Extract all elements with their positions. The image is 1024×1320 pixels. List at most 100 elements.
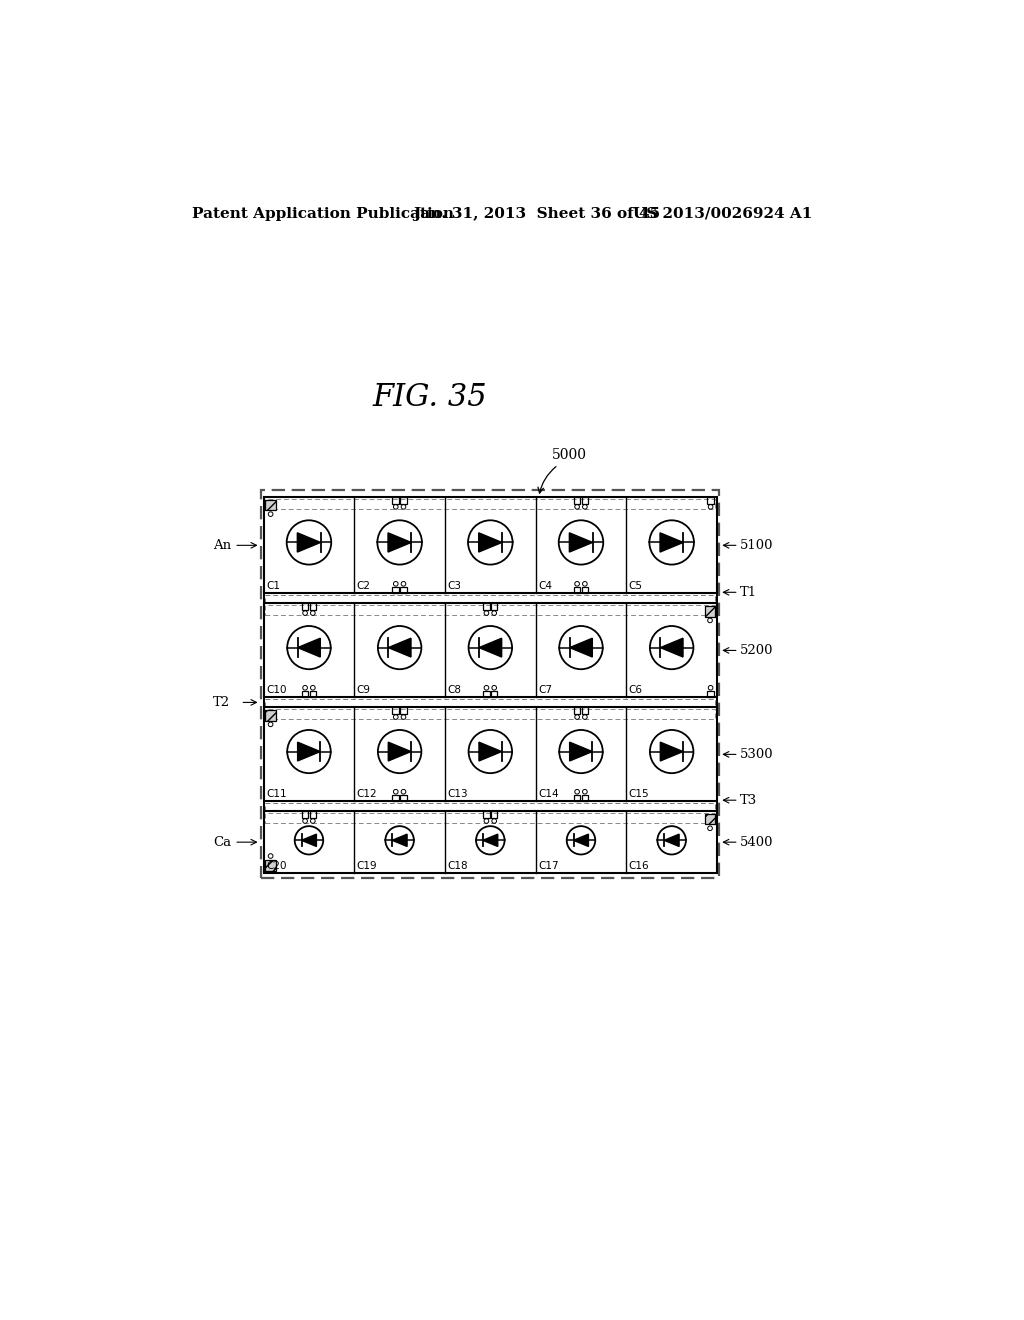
Bar <box>265 813 716 822</box>
Polygon shape <box>660 742 683 760</box>
Text: 5000: 5000 <box>552 447 587 462</box>
Bar <box>265 499 276 511</box>
Bar <box>261 490 719 878</box>
Bar <box>265 803 716 810</box>
Polygon shape <box>388 742 411 760</box>
Text: T3: T3 <box>740 793 758 807</box>
Text: C10: C10 <box>266 685 287 696</box>
Text: C14: C14 <box>538 789 559 799</box>
Bar <box>582 587 588 594</box>
Bar <box>302 690 308 697</box>
Bar <box>265 710 276 721</box>
Polygon shape <box>569 742 592 760</box>
Text: T2: T2 <box>213 696 230 709</box>
Bar <box>263 708 717 801</box>
Bar <box>263 697 717 708</box>
Text: C16: C16 <box>629 861 649 871</box>
Text: C15: C15 <box>629 789 649 799</box>
Bar <box>263 603 717 697</box>
Bar <box>265 499 716 508</box>
Text: T1: T1 <box>740 586 758 599</box>
Text: C9: C9 <box>356 685 371 696</box>
Bar <box>483 603 489 610</box>
Bar <box>582 708 588 714</box>
Text: C4: C4 <box>538 581 552 591</box>
Bar <box>302 812 308 818</box>
Bar <box>263 594 717 603</box>
Bar <box>490 690 498 697</box>
Text: C1: C1 <box>266 581 280 591</box>
Bar <box>265 859 276 871</box>
Polygon shape <box>388 533 412 552</box>
Text: C8: C8 <box>447 685 461 696</box>
Text: C17: C17 <box>538 861 559 871</box>
Bar <box>309 690 316 697</box>
Bar <box>392 708 399 714</box>
Text: C13: C13 <box>447 789 468 799</box>
Bar <box>265 605 716 615</box>
Polygon shape <box>479 742 502 760</box>
Bar <box>263 801 717 812</box>
Bar <box>573 587 581 594</box>
Text: Ca: Ca <box>213 836 231 849</box>
Bar <box>265 700 716 706</box>
Bar <box>263 498 717 594</box>
Bar <box>573 795 581 801</box>
Polygon shape <box>660 638 683 657</box>
Bar <box>400 708 407 714</box>
Bar <box>400 795 407 801</box>
Bar <box>483 812 489 818</box>
Bar <box>265 709 716 719</box>
Polygon shape <box>665 834 679 846</box>
Bar <box>490 603 498 610</box>
Bar <box>582 498 588 504</box>
Bar <box>582 795 588 801</box>
Bar <box>309 603 316 610</box>
Polygon shape <box>478 533 502 552</box>
Polygon shape <box>388 638 411 657</box>
Text: 5300: 5300 <box>740 748 774 760</box>
Bar <box>573 708 581 714</box>
Text: 5400: 5400 <box>740 836 774 849</box>
Bar <box>302 603 308 610</box>
Polygon shape <box>569 533 593 552</box>
Bar <box>708 498 714 504</box>
Text: FIG. 35: FIG. 35 <box>373 381 487 413</box>
Text: C5: C5 <box>629 581 643 591</box>
Polygon shape <box>301 834 316 846</box>
Polygon shape <box>479 638 502 657</box>
Bar <box>400 498 407 504</box>
Bar <box>483 690 489 697</box>
Polygon shape <box>483 834 498 846</box>
Polygon shape <box>298 742 321 760</box>
Text: C6: C6 <box>629 685 643 696</box>
Polygon shape <box>573 834 589 846</box>
Bar <box>392 498 399 504</box>
Polygon shape <box>298 638 321 657</box>
Text: An: An <box>213 539 231 552</box>
Bar <box>705 606 716 616</box>
Text: C20: C20 <box>266 861 287 871</box>
Text: 5200: 5200 <box>740 644 774 657</box>
Bar <box>263 812 717 873</box>
Text: Patent Application Publication: Patent Application Publication <box>191 207 454 220</box>
Text: C11: C11 <box>266 789 287 799</box>
Polygon shape <box>569 638 592 657</box>
Text: Jan. 31, 2013  Sheet 36 of 45: Jan. 31, 2013 Sheet 36 of 45 <box>414 207 660 220</box>
Text: C3: C3 <box>447 581 461 591</box>
Text: US 2013/0026924 A1: US 2013/0026924 A1 <box>633 207 813 220</box>
Text: 5100: 5100 <box>740 539 774 552</box>
Text: C7: C7 <box>538 685 552 696</box>
Polygon shape <box>297 533 321 552</box>
Bar <box>265 595 716 602</box>
Bar <box>392 795 399 801</box>
Bar <box>400 587 407 594</box>
Bar <box>392 587 399 594</box>
Bar <box>708 690 714 697</box>
Polygon shape <box>660 533 683 552</box>
Polygon shape <box>392 834 408 846</box>
Bar <box>573 498 581 504</box>
Bar <box>490 812 498 818</box>
Text: C2: C2 <box>356 581 371 591</box>
Text: C12: C12 <box>356 789 377 799</box>
